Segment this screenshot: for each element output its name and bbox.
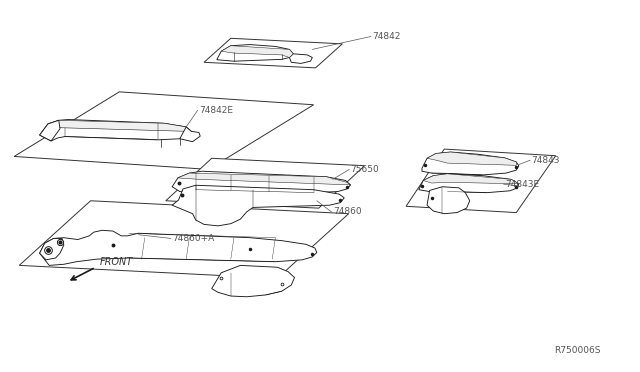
Polygon shape	[204, 38, 342, 68]
Polygon shape	[221, 46, 293, 58]
Polygon shape	[180, 127, 200, 142]
Text: 74860: 74860	[333, 207, 362, 217]
Text: 74843E: 74843E	[505, 180, 539, 189]
Text: 74842E: 74842E	[199, 106, 233, 115]
Polygon shape	[178, 173, 351, 185]
Polygon shape	[212, 265, 294, 297]
Text: 74843: 74843	[532, 155, 560, 165]
Polygon shape	[19, 201, 349, 278]
Text: FRONT: FRONT	[100, 257, 133, 267]
Polygon shape	[14, 92, 314, 169]
Polygon shape	[423, 174, 519, 184]
Polygon shape	[40, 238, 64, 260]
Text: 74842: 74842	[372, 32, 401, 41]
Text: R750006S: R750006S	[554, 346, 601, 355]
Polygon shape	[427, 152, 516, 165]
Polygon shape	[422, 152, 519, 175]
Text: 75650: 75650	[351, 165, 380, 174]
Polygon shape	[289, 54, 312, 63]
Polygon shape	[40, 119, 191, 141]
Polygon shape	[419, 174, 519, 193]
Text: 74860+A: 74860+A	[172, 234, 214, 243]
Polygon shape	[172, 171, 351, 193]
Polygon shape	[172, 185, 344, 226]
Polygon shape	[40, 120, 60, 141]
Polygon shape	[427, 187, 470, 214]
Polygon shape	[406, 149, 556, 212]
Polygon shape	[166, 158, 365, 208]
Polygon shape	[217, 45, 293, 61]
Polygon shape	[40, 230, 317, 265]
Polygon shape	[48, 120, 188, 131]
